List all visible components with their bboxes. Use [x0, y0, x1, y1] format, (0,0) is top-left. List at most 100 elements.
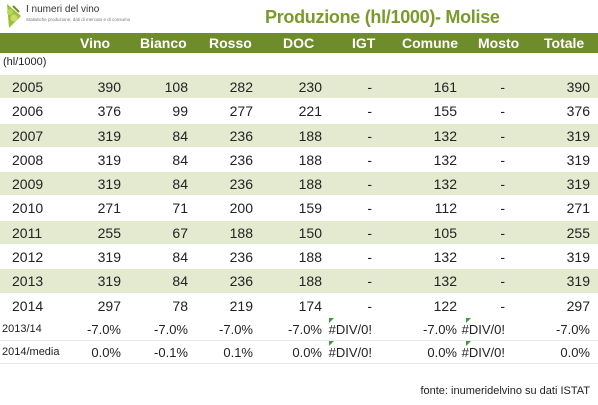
table-header: Vino Bianco Rosso DOC IGT Comune Mosto T…: [0, 33, 598, 53]
page-title: Produzione (hl/1000)- Molise: [265, 7, 500, 27]
cell-value: 236: [229, 127, 253, 144]
cell-value: 174: [298, 297, 322, 314]
cell-value: -: [500, 151, 505, 168]
cell-value: 236: [229, 176, 253, 193]
cell-value: -: [500, 249, 505, 266]
percent-row: 2014/media 0.0% -0.1% 0.1% 0.0% #DIV/0! 0.0% #D…: [0, 340, 598, 364]
percent-cell: -7.0%: [288, 321, 322, 337]
percent-cell: -7.0%: [154, 321, 188, 337]
data-table: 2005 390 108 282 230 - 161 - 390 2006 376 99 277 221 -…: [0, 75, 598, 364]
cell-value: -: [500, 103, 505, 120]
cell-value: 132: [433, 249, 457, 266]
cell-value: 376: [566, 103, 590, 120]
cell-value: 112: [434, 200, 457, 217]
cell-value: -: [500, 200, 505, 217]
table-row: 2014 297 78 219 174 - 122 - 297: [0, 293, 598, 318]
cell-value: 84: [172, 249, 188, 266]
cell-value: -: [367, 297, 372, 314]
cell-value: -: [367, 200, 372, 217]
cell-value: 67: [172, 224, 188, 241]
cell-value: 319: [97, 127, 121, 144]
cell-value: 277: [229, 103, 253, 120]
cell-value: 132: [433, 176, 457, 193]
error-indicator-icon: [466, 317, 471, 323]
col-header-comune: Comune: [402, 35, 458, 51]
row-year: 2011: [12, 224, 43, 241]
table-row: 2008 319 84 236 188 - 132 - 319: [0, 147, 598, 173]
percent-cell: #DIV/0!: [328, 344, 372, 360]
cell-value: 161: [433, 79, 457, 95]
col-header-mosto: Mosto: [478, 35, 520, 51]
cell-value: 297: [97, 297, 121, 314]
cell-value: 319: [97, 249, 121, 266]
cell-value: 319: [97, 176, 121, 193]
row-year: 2013: [12, 273, 44, 290]
cell-value: 150: [298, 224, 322, 241]
cell-value: -: [500, 127, 505, 144]
cell-value: 319: [97, 151, 121, 168]
row-year: 2008: [12, 151, 44, 168]
table-row: 2007 319 84 236 188 - 132 - 319: [0, 123, 598, 148]
percent-row-label: 2014/media: [2, 345, 60, 358]
cell-value: 188: [298, 127, 322, 144]
row-year: 2009: [12, 176, 44, 193]
cell-value: 84: [172, 127, 188, 144]
table-row: 2012 319 84 236 188 - 132 - 319: [0, 245, 598, 270]
table-row: 2013 319 84 236 188 - 132 - 319: [0, 269, 598, 294]
cell-value: -: [500, 297, 505, 314]
cell-value: 132: [433, 273, 457, 290]
table-row: 2005 390 108 282 230 - 161 - 390: [0, 75, 598, 100]
cell-value: -: [367, 103, 372, 120]
table-row: 2010 271 71 200 159 - 112 - 271: [0, 196, 598, 221]
cell-value: 271: [97, 200, 121, 217]
cell-value: 132: [433, 127, 457, 144]
table-row: 2009 319 84 236 188 - 132 - 319: [0, 172, 598, 197]
cell-value: 84: [172, 176, 188, 193]
col-header-vino: Vino: [80, 35, 111, 51]
cell-value: 390: [97, 79, 121, 95]
cell-value: 319: [566, 249, 590, 266]
cell-value: 132: [433, 151, 457, 168]
percent-row-label: 2013/14: [2, 322, 42, 335]
unit-label: (hl/1000): [3, 56, 47, 68]
cell-value: 84: [172, 151, 188, 168]
logo-subtitle: Statistiche produzione, dati di mercato …: [26, 17, 131, 22]
percent-cell: 0.1%: [223, 344, 253, 360]
col-header-doc: DOC: [283, 35, 315, 51]
cell-value: 188: [298, 176, 322, 193]
percent-cell: -7.0%: [423, 321, 457, 337]
cell-value: 319: [97, 273, 121, 290]
cell-value: -: [500, 176, 505, 193]
cell-value: 188: [298, 151, 322, 168]
row-year: 2006: [12, 103, 44, 120]
cell-value: -: [367, 127, 372, 144]
percent-cell: #DIV/0!: [461, 344, 505, 360]
cell-value: 219: [229, 297, 253, 314]
cell-value: 84: [172, 273, 188, 290]
error-indicator-icon: [329, 317, 334, 323]
row-year: 2005: [12, 79, 44, 95]
col-header-igt: IGT: [352, 35, 376, 51]
percent-cell: #DIV/0!: [461, 321, 505, 337]
percent-row: 2013/14 -7.0% -7.0% -7.0% -7.0% #DIV/0! -7.0% #…: [0, 317, 598, 341]
cell-value: 99: [172, 103, 188, 120]
cell-value: 221: [298, 103, 322, 120]
percent-cell: -0.1%: [154, 344, 188, 360]
cell-value: 200: [229, 200, 253, 217]
cell-value: 319: [566, 151, 590, 168]
row-year: 2010: [12, 200, 44, 217]
cell-value: 188: [229, 224, 253, 241]
grape-leaf-icon: [7, 4, 21, 28]
cell-value: 122: [433, 297, 457, 314]
percent-cell: 0.0%: [427, 344, 457, 360]
cell-value: 71: [172, 200, 188, 217]
percent-cell: 0.0%: [560, 344, 590, 360]
cell-value: -: [500, 273, 505, 290]
table-row: 2006 376 99 277 221 - 155 - 376: [0, 99, 598, 124]
logo-name: I numeri del vino: [26, 4, 100, 15]
error-indicator-icon: [466, 340, 471, 346]
cell-value: 319: [566, 127, 590, 144]
col-header-rosso: Rosso: [209, 35, 252, 51]
cell-value: 282: [229, 79, 253, 95]
cell-value: -: [500, 224, 505, 241]
